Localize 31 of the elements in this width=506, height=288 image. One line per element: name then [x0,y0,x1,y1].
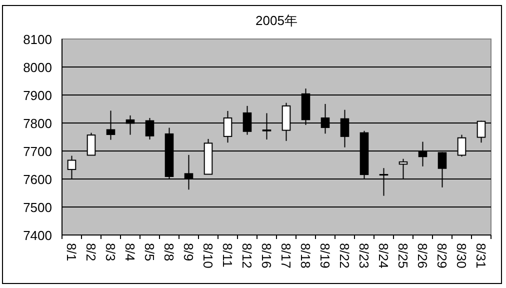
x-tick-label: 8/16 [258,243,274,268]
x-tick-label: 8/8 [161,243,176,262]
x-tick-label: 8/12 [239,243,254,268]
y-tick-label: 7900 [23,88,52,103]
x-tick-label: 8/23 [356,243,372,268]
x-tick-label: 8/26 [414,243,430,268]
y-tick-label: 7800 [23,116,52,131]
x-tick-label: 8/29 [434,243,450,268]
x-tick-label: 8/24 [376,243,391,268]
x-tick-label: 8/5 [142,243,157,262]
x-tick-label: 8/9 [180,243,196,262]
y-tick-label: 7500 [23,200,52,215]
x-tick-label: 8/17 [278,243,294,268]
y-tick-label: 7700 [23,144,52,159]
x-tick-label: 8/1 [64,243,79,262]
y-tick-label: 7600 [23,172,52,187]
x-tick-label: 8/31 [473,243,488,268]
x-tick-label: 8/18 [298,243,313,268]
chart-title: 2005年 [256,13,298,28]
x-tick-label: 8/30 [454,243,469,268]
x-tick-label: 8/3 [102,243,118,262]
x-tick-label: 8/2 [83,243,98,262]
y-tick-label: 8000 [23,60,52,75]
x-tick-label: 8/19 [317,243,332,268]
x-tick-label: 8/11 [220,243,235,268]
x-tick-label: 8/22 [336,243,352,268]
x-tick-label: 8/10 [200,243,216,268]
y-tick-label: 7400 [23,228,52,243]
x-tick-label: 8/4 [122,243,138,262]
y-tick-label: 8100 [23,32,52,47]
x-tick-label: 8/25 [395,243,410,268]
